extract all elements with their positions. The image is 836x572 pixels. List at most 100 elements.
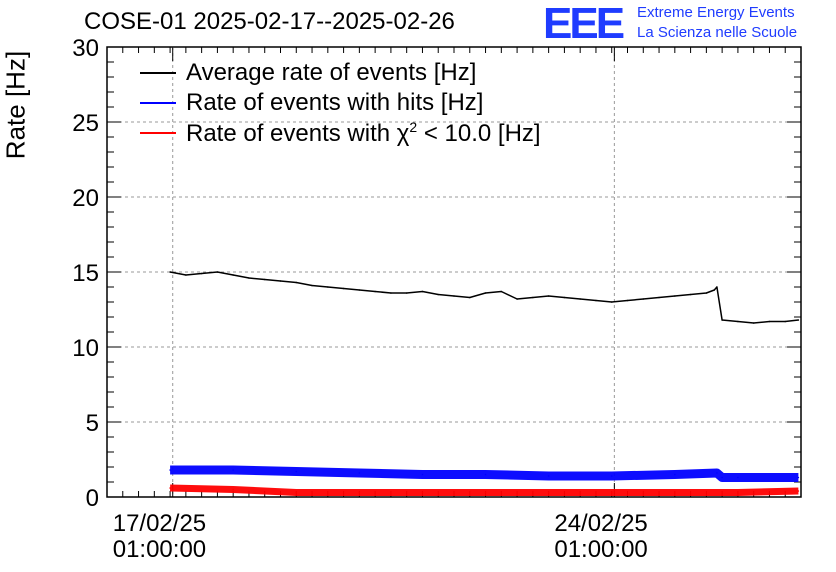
data-point bbox=[797, 319, 800, 321]
logo-text: Extreme Energy Events La Scienza nelle S… bbox=[637, 3, 797, 43]
data-point bbox=[721, 476, 723, 479]
data-point bbox=[784, 320, 787, 323]
y-tick-label: 10 bbox=[72, 335, 99, 362]
y-tick-label: 5 bbox=[86, 410, 99, 437]
data-point bbox=[484, 292, 487, 294]
data-point bbox=[468, 296, 471, 299]
data-point bbox=[563, 296, 566, 299]
x-tick-label-date: 17/02/25 bbox=[113, 510, 206, 537]
data-point bbox=[532, 296, 534, 299]
x-tick-label-date: 24/02/25 bbox=[554, 510, 647, 537]
data-point bbox=[279, 280, 282, 282]
data-point bbox=[421, 491, 424, 494]
data-point bbox=[721, 319, 723, 321]
data-point bbox=[169, 487, 171, 489]
data-point bbox=[421, 473, 424, 476]
legend-label-hits: Rate of events with hits [Hz] bbox=[186, 89, 484, 116]
y-axis-label: Rate [Hz] bbox=[0, 50, 31, 160]
data-point bbox=[500, 290, 503, 293]
data-point bbox=[295, 491, 298, 494]
y-tick-label: 0 bbox=[86, 485, 99, 512]
data-point bbox=[421, 290, 424, 293]
data-point bbox=[626, 299, 629, 302]
data-point bbox=[674, 491, 676, 494]
data-point bbox=[689, 293, 692, 296]
series-line-2 bbox=[170, 484, 799, 496]
data-point bbox=[169, 271, 171, 273]
data-point bbox=[484, 491, 487, 494]
data-point bbox=[547, 295, 550, 297]
data-point bbox=[169, 469, 171, 471]
data-point bbox=[232, 274, 234, 276]
legend: Average rate of events [Hz] Rate of even… bbox=[140, 58, 541, 148]
y-tick-label: 20 bbox=[72, 185, 99, 212]
data-point bbox=[658, 296, 660, 299]
data-point bbox=[358, 472, 361, 474]
legend-chi2-prefix: Rate of events with bbox=[186, 119, 397, 147]
data-point bbox=[311, 284, 313, 287]
data-point bbox=[674, 295, 676, 297]
eee-logo: EEE bbox=[543, 0, 625, 48]
data-point bbox=[484, 473, 487, 476]
legend-chi2-symbol: χ bbox=[396, 119, 410, 147]
data-point bbox=[716, 472, 718, 474]
data-point bbox=[358, 491, 361, 494]
x-tick-label-time: 01:00:00 bbox=[554, 536, 647, 563]
data-point bbox=[327, 286, 329, 288]
data-point bbox=[295, 281, 298, 284]
data-point bbox=[768, 320, 771, 323]
logo-line-2: La Scienza nelle Scuole bbox=[637, 24, 798, 41]
legend-label-chi2: Rate of events with χ2 < 10.0 [Hz] bbox=[186, 119, 541, 148]
logo-line-1: Extreme Energy Events bbox=[637, 4, 795, 21]
legend-label-average: Average rate of events [Hz] bbox=[186, 59, 477, 86]
data-point bbox=[342, 287, 345, 290]
data-point bbox=[437, 293, 440, 296]
data-point bbox=[185, 274, 187, 276]
y-tick-label: 25 bbox=[72, 110, 99, 137]
data-point bbox=[595, 299, 597, 302]
data-point bbox=[248, 277, 250, 279]
data-point bbox=[579, 298, 581, 300]
data-point bbox=[610, 301, 613, 303]
data-point bbox=[752, 322, 755, 324]
data-point bbox=[705, 292, 708, 294]
series-line-1 bbox=[170, 465, 799, 482]
y-tick-label: 30 bbox=[72, 35, 99, 62]
data-point bbox=[547, 475, 550, 477]
data-point bbox=[674, 473, 676, 476]
data-point bbox=[216, 271, 219, 273]
data-point bbox=[716, 286, 718, 288]
data-point bbox=[610, 475, 613, 477]
legend-swatch-red bbox=[140, 132, 176, 134]
data-point bbox=[737, 476, 739, 479]
data-point bbox=[232, 469, 234, 471]
chart-title: COSE-01 2025-02-17--2025-02-26 bbox=[84, 8, 455, 35]
data-point bbox=[295, 470, 298, 473]
legend-chi2-sup: 2 bbox=[409, 118, 418, 135]
data-point bbox=[713, 289, 716, 291]
legend-item-chi2: Rate of events with χ2 < 10.0 [Hz] bbox=[140, 118, 541, 148]
data-point bbox=[405, 292, 408, 294]
legend-swatch-blue bbox=[140, 102, 176, 104]
data-point bbox=[232, 488, 234, 491]
legend-item-average: Average rate of events [Hz] bbox=[140, 58, 541, 88]
data-point bbox=[453, 295, 455, 297]
legend-chi2-suffix: < 10.0 [Hz] bbox=[417, 119, 541, 147]
y-tick-label: 15 bbox=[72, 260, 99, 287]
data-point bbox=[390, 292, 392, 294]
data-point bbox=[547, 491, 550, 494]
data-point bbox=[610, 491, 613, 494]
data-point bbox=[797, 476, 800, 479]
data-point bbox=[374, 290, 376, 293]
data-point bbox=[737, 320, 739, 323]
legend-item-hits: Rate of events with hits [Hz] bbox=[140, 88, 541, 118]
data-point bbox=[797, 490, 800, 492]
data-point bbox=[642, 298, 645, 300]
data-point bbox=[358, 289, 361, 291]
data-point bbox=[737, 491, 739, 494]
data-point bbox=[516, 298, 518, 300]
legend-swatch-black bbox=[140, 72, 176, 74]
data-point bbox=[263, 278, 266, 281]
x-tick-label-time: 01:00:00 bbox=[113, 536, 206, 563]
